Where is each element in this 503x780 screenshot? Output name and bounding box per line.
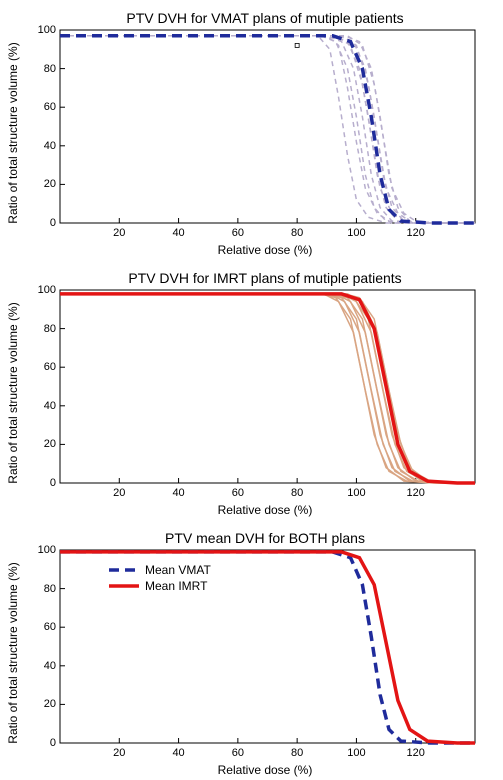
xtick-label: 20 [104, 487, 134, 499]
ytick-label: 80 [28, 583, 56, 595]
legend-swatch-imrt [109, 580, 139, 592]
legend-label-vmat: Mean VMAT [145, 563, 211, 577]
panel3-legend: Mean VMAT Mean IMRT [103, 558, 217, 598]
legend-swatch-vmat [109, 564, 139, 576]
panel1-ticks: 20406080100120020406080100 [45, 10, 485, 255]
ytick-label: 60 [28, 361, 56, 373]
xtick-label: 40 [164, 747, 194, 759]
ytick-label: 0 [28, 477, 56, 489]
xtick-label: 80 [282, 747, 312, 759]
ytick-label: 20 [28, 698, 56, 710]
ytick-label: 40 [28, 140, 56, 152]
ytick-label: 40 [28, 400, 56, 412]
xtick-label: 60 [223, 487, 253, 499]
xtick-label: 120 [401, 487, 431, 499]
xtick-label: 20 [104, 747, 134, 759]
ytick-label: 60 [28, 101, 56, 113]
ytick-label: 0 [28, 217, 56, 229]
panel1-ylabel: Ratio of total structure volume (%) [6, 42, 20, 223]
xtick-label: 80 [282, 487, 312, 499]
ytick-label: 60 [28, 621, 56, 633]
ytick-label: 20 [28, 438, 56, 450]
xtick-label: 40 [164, 487, 194, 499]
ytick-label: 100 [28, 284, 56, 296]
xtick-label: 60 [223, 747, 253, 759]
ytick-label: 80 [28, 323, 56, 335]
panel3-ylabel: Ratio of total structure volume (%) [6, 562, 20, 743]
xtick-label: 120 [401, 227, 431, 239]
xtick-label: 60 [223, 227, 253, 239]
panel-vmat-dvh: PTV DVH for VMAT plans of mutiple patien… [45, 10, 485, 255]
panel2-ylabel: Ratio of total structure volume (%) [6, 302, 20, 483]
panel2-ticks: 20406080100120020406080100 [45, 270, 485, 515]
figure: PTV DVH for VMAT plans of mutiple patien… [0, 0, 503, 780]
legend-row-imrt: Mean IMRT [109, 578, 211, 594]
panel-both-mean-dvh: PTV mean DVH for BOTH plans Ratio of tot… [45, 530, 485, 775]
panel-imrt-dvh: PTV DVH for IMRT plans of mutiple patien… [45, 270, 485, 515]
ytick-label: 40 [28, 660, 56, 672]
ytick-label: 100 [28, 544, 56, 556]
xtick-label: 40 [164, 227, 194, 239]
legend-row-vmat: Mean VMAT [109, 562, 211, 578]
xtick-label: 100 [341, 487, 371, 499]
xtick-label: 120 [401, 747, 431, 759]
legend-label-imrt: Mean IMRT [145, 579, 207, 593]
ytick-label: 0 [28, 737, 56, 749]
ytick-label: 80 [28, 63, 56, 75]
xtick-label: 80 [282, 227, 312, 239]
ytick-label: 20 [28, 178, 56, 190]
xtick-label: 100 [341, 747, 371, 759]
ytick-label: 100 [28, 24, 56, 36]
xtick-label: 20 [104, 227, 134, 239]
xtick-label: 100 [341, 227, 371, 239]
